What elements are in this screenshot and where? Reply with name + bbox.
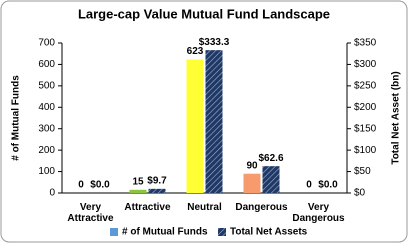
y-tick-label: 200 [38,145,55,156]
legend-label: Total Net Assets [230,227,308,238]
bar [186,59,204,193]
y-tick-label: 100 [38,166,55,177]
legend-label: # of Mutual Funds [122,227,208,238]
bar [262,166,280,193]
y-tick-label: 500 [38,80,55,91]
bar [243,173,261,193]
value-label: $62.6 [258,153,283,164]
y2-tick-label: $200 [354,102,377,113]
y2-tick-label: $350 [354,38,377,49]
x-tick-label: Attractive [124,202,171,213]
value-label: 623 [187,46,204,57]
y-tick-label: 0 [49,188,55,199]
x-tick-label: Very Dangerous [292,202,345,224]
y2-axis-label: Total Net Asset (bn) [391,71,402,164]
x-tick-label: Neutral [187,202,222,213]
x-tick-label: Very Attractive [67,202,114,224]
bar [129,189,147,193]
value-label: 0 [306,180,312,191]
bar [148,188,166,193]
y2-tick-label: $0 [354,188,366,199]
value-label: 0 [78,180,84,191]
y2-tick-label: $100 [354,145,377,156]
legend-swatch [218,228,226,236]
y-tick-label: 700 [38,38,55,49]
value-label: $0.0 [318,180,338,191]
value-label: $333.3 [199,37,230,48]
value-label: 15 [132,176,144,187]
y2-tick-label: $250 [354,80,377,91]
chart-title: Large-cap Value Mutual Fund Landscape [78,6,330,21]
y2-tick-label: $300 [354,59,377,70]
y-axis-label: # of Mutual Funds [11,75,22,161]
y2-tick-label: $50 [354,166,371,177]
value-label: $0.0 [90,180,110,191]
bar [205,50,223,194]
y2-tick-label: $150 [354,123,377,134]
x-tick-label: Dangerous [235,202,288,213]
y-tick-label: 300 [38,123,55,134]
value-label: $9.7 [147,175,167,186]
y-tick-label: 600 [38,59,55,70]
value-label: 90 [246,160,258,171]
y-tick-label: 400 [38,102,55,113]
legend-swatch [110,228,118,236]
